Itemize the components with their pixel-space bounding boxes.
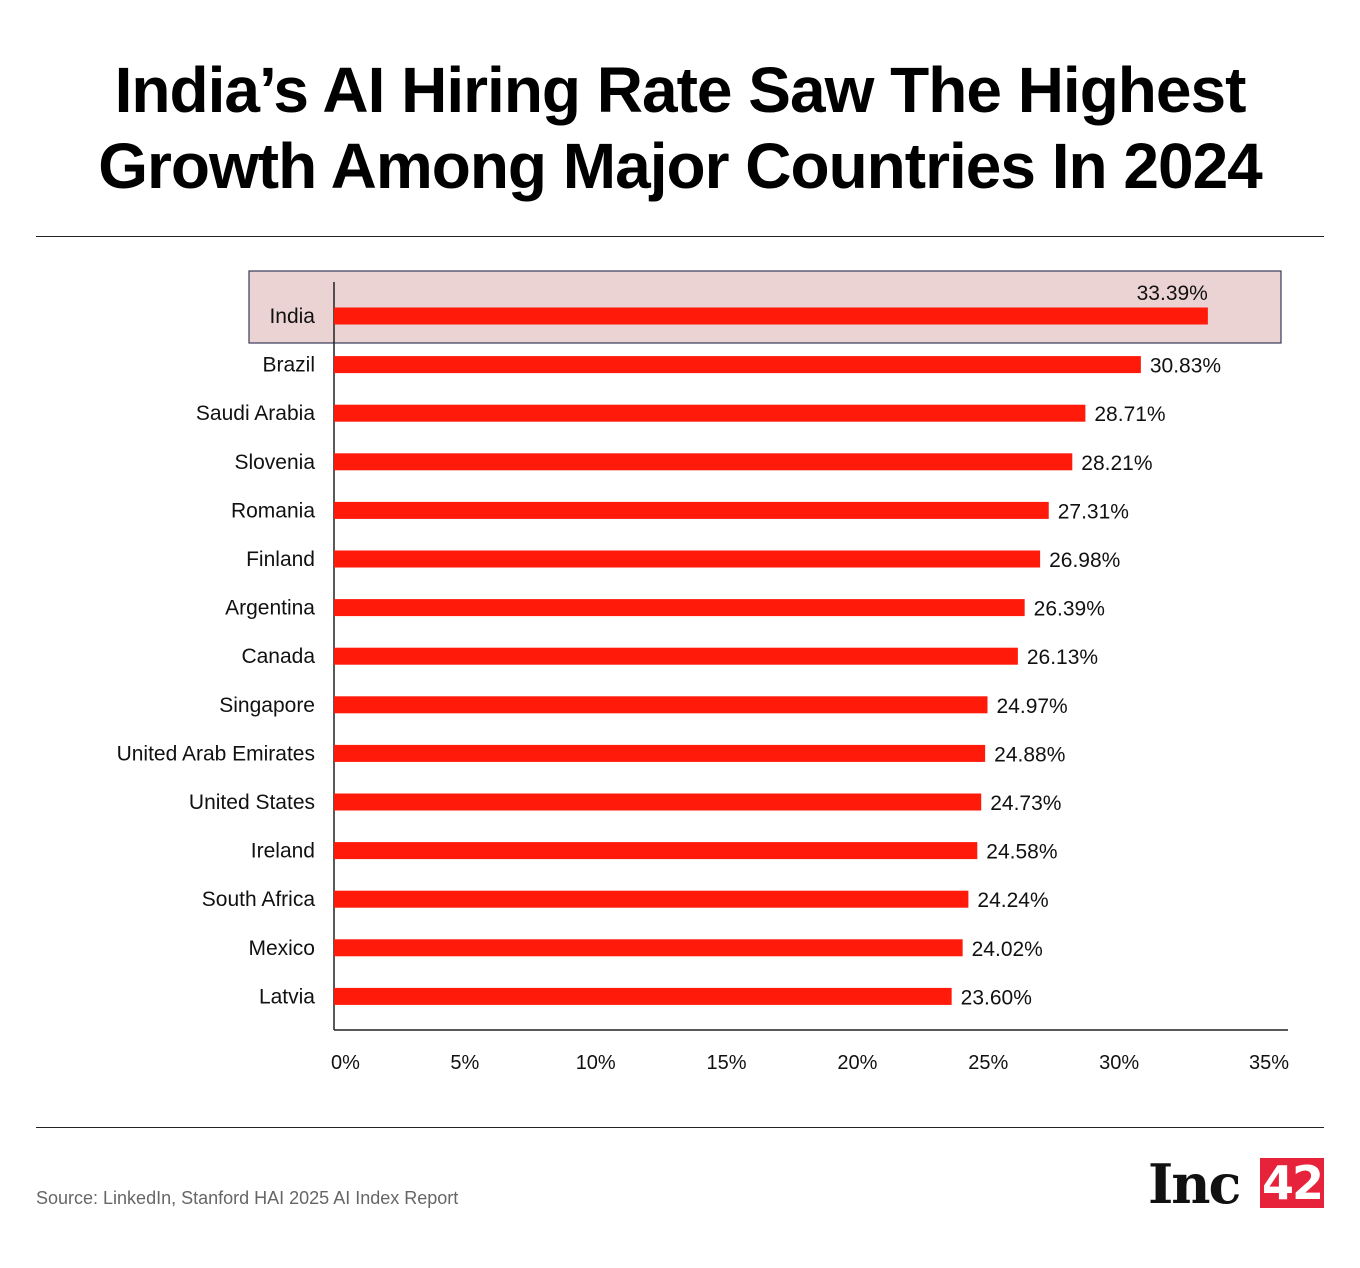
category-label-saudi-arabia: Saudi Arabia <box>196 402 315 425</box>
bottom-divider <box>36 1127 1324 1128</box>
source-note: Source: LinkedIn, Stanford HAI 2025 AI I… <box>36 1188 459 1208</box>
category-label-united-arab-emirates: United Arab Emirates <box>117 742 315 765</box>
category-label-brazil: Brazil <box>262 354 315 377</box>
bar-india <box>334 307 1208 325</box>
bar-mexico <box>334 939 963 957</box>
bar-finland <box>334 550 1041 568</box>
bar-singapore <box>334 696 988 714</box>
category-label-mexico: Mexico <box>248 937 315 960</box>
bar-brazil <box>334 356 1141 374</box>
value-label-ireland: 24.58% <box>986 841 1057 864</box>
category-label-romania: Romania <box>231 499 315 522</box>
category-label-india: India <box>269 305 315 328</box>
top-divider <box>36 236 1324 237</box>
logo-number-badge: 42 <box>1260 1156 1324 1210</box>
x-tick-label-5: 5% <box>450 1052 479 1074</box>
bar-canada <box>334 647 1018 665</box>
value-label-brazil: 30.83% <box>1150 355 1221 378</box>
value-label-latvia: 23.60% <box>961 986 1032 1009</box>
bar-saudi-arabia <box>334 404 1086 422</box>
bar-argentina <box>334 599 1025 617</box>
value-label-united-states: 24.73% <box>990 792 1061 815</box>
x-tick-label-20: 20% <box>837 1052 877 1074</box>
category-label-south-africa: South Africa <box>202 888 316 911</box>
value-label-romania: 27.31% <box>1058 500 1129 523</box>
logo-wordmark: Inc <box>1148 1152 1241 1216</box>
value-label-mexico: 24.02% <box>972 938 1043 961</box>
value-label-canada: 26.13% <box>1027 646 1098 669</box>
category-label-canada: Canada <box>241 645 315 668</box>
category-label-united-states: United States <box>189 791 315 814</box>
value-label-argentina: 26.39% <box>1034 598 1105 621</box>
highlight-box-india <box>248 270 1282 344</box>
category-label-singapore: Singapore <box>219 694 315 717</box>
x-tick-label-25: 25% <box>968 1052 1008 1074</box>
value-label-united-arab-emirates: 24.88% <box>994 743 1065 766</box>
title-line-1: India’s AI Hiring Rate Saw The Highest <box>114 54 1247 126</box>
inc42-logo: Inc 42 <box>1148 1152 1328 1216</box>
bar-romania <box>334 501 1049 519</box>
category-label-ireland: Ireland <box>251 840 315 863</box>
value-label-singapore: 24.97% <box>997 695 1068 718</box>
value-label-slovenia: 28.21% <box>1081 452 1152 475</box>
bar-latvia <box>334 987 952 1005</box>
bar-united-arab-emirates <box>334 744 986 762</box>
x-tick-label-0: 0% <box>331 1052 360 1074</box>
category-label-latvia: Latvia <box>259 985 315 1008</box>
bar-united-states <box>334 793 982 811</box>
x-tick-label-30: 30% <box>1099 1052 1139 1074</box>
chart-title: India’s AI Hiring Rate Saw The Highest G… <box>0 52 1360 204</box>
bar-south-africa <box>334 890 969 908</box>
value-label-south-africa: 24.24% <box>977 889 1048 912</box>
title-line-2: Growth Among Major Countries In 2024 <box>98 130 1263 202</box>
bar-slovenia <box>334 453 1073 471</box>
category-label-finland: Finland <box>246 548 315 571</box>
category-label-argentina: Argentina <box>225 597 315 620</box>
bar-ireland <box>334 842 978 860</box>
x-tick-label-15: 15% <box>707 1052 747 1074</box>
value-label-saudi-arabia: 28.71% <box>1094 403 1165 426</box>
category-label-slovenia: Slovenia <box>234 451 315 474</box>
value-label-finland: 26.98% <box>1049 549 1120 572</box>
value-label-india: 33.39% <box>1137 282 1208 305</box>
x-tick-label-10: 10% <box>576 1052 616 1074</box>
x-tick-label-35: 35% <box>1249 1052 1289 1074</box>
